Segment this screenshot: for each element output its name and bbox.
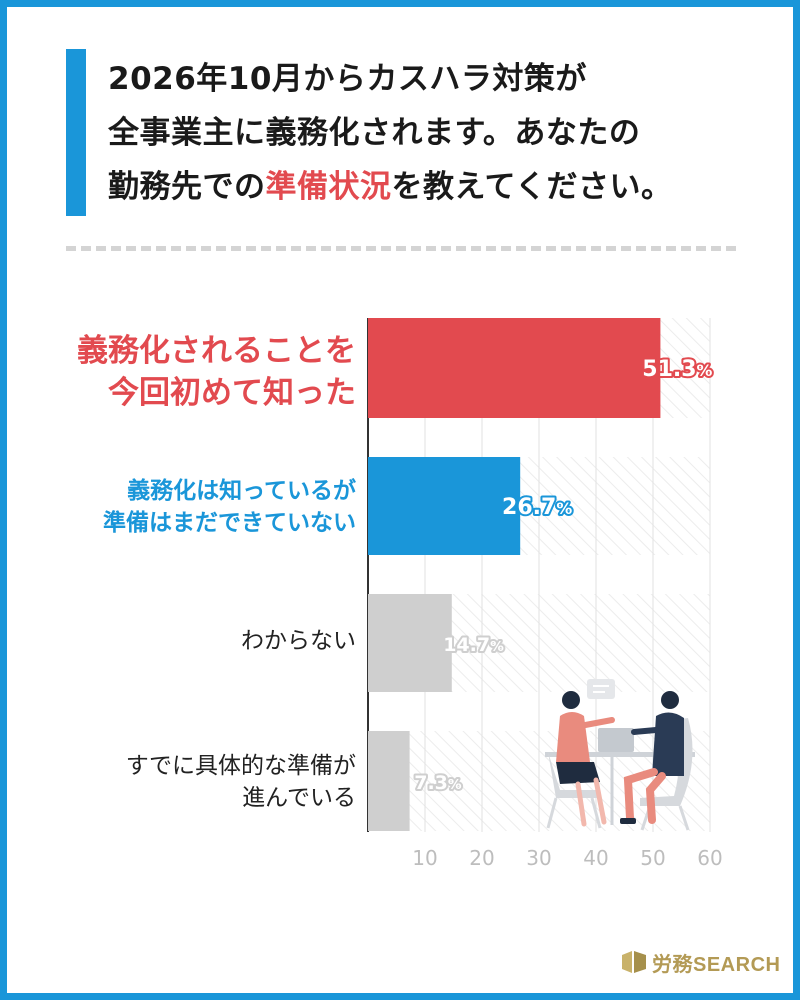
title-line-3: 勤務先での準備状況を教えてください。 xyxy=(108,160,768,214)
laptop-shape xyxy=(598,728,634,752)
man-head-shape xyxy=(661,691,679,709)
x-tick-label-2: 30 xyxy=(526,846,551,870)
category-label-1-line-1: 義務化は知っているが xyxy=(127,478,356,504)
x-tick-label-5: 60 xyxy=(697,846,722,870)
value-label-1: 26.7% xyxy=(502,495,572,520)
x-tick-label-1: 20 xyxy=(469,846,494,870)
title-highlight: 準備状況 xyxy=(265,169,392,205)
value-label-0: 51.3% xyxy=(642,357,712,382)
x-tick-label-4: 50 xyxy=(640,846,665,870)
category-label-1-line-2: 準備はまだできていない xyxy=(103,510,356,536)
category-label-0-line-2: 今回初めて知った xyxy=(108,375,356,411)
bar-3 xyxy=(368,731,410,831)
woman-head-shape xyxy=(562,691,580,709)
x-tick-label-3: 40 xyxy=(583,846,608,870)
value-label-3: 7.3% xyxy=(414,772,462,794)
logo-book-icon xyxy=(622,951,646,973)
table-top-shape xyxy=(545,752,695,757)
meeting-illustration xyxy=(545,679,695,831)
chart-title: 2026年10月からカスハラ対策が 全事業主に義務化されます。あなたの 勤務先で… xyxy=(108,52,768,214)
man-torso-shape xyxy=(652,712,684,776)
logo: 労務SEARCH xyxy=(622,948,780,976)
bar-1 xyxy=(368,457,521,555)
woman-torso-shape xyxy=(556,712,590,762)
bar-0 xyxy=(368,318,661,418)
category-label-3: すでに具体的な準備が 進んでいる xyxy=(126,750,356,814)
logo-latin: SEARCH xyxy=(693,953,781,976)
category-label-1: 義務化は知っているが 準備はまだできていない xyxy=(103,475,356,539)
title-line-3-post: を教えてください。 xyxy=(391,169,673,205)
category-label-2: わからない xyxy=(241,625,356,657)
title-line-3-pre: 勤務先での xyxy=(108,169,266,205)
title-line-1: 2026年10月からカスハラ対策が xyxy=(108,61,587,97)
logo-text: 労務SEARCH xyxy=(652,948,780,977)
x-tick-label-0: 10 xyxy=(412,846,437,870)
category-label-2-line-1: わからない xyxy=(241,628,356,654)
title-line-2: 全事業主に義務化されます。あなたの xyxy=(108,115,641,151)
title-accent-bar xyxy=(66,49,86,216)
dashed-divider xyxy=(66,246,736,251)
logo-kanji: 労務 xyxy=(652,953,693,976)
value-label-2: 14.7% xyxy=(443,634,504,656)
bar-2 xyxy=(368,594,452,692)
category-label-0: 義務化されることを 今回初めて知った xyxy=(77,330,356,414)
category-label-3-line-1: すでに具体的な準備が xyxy=(125,753,356,779)
category-label-0-line-1: 義務化されることを xyxy=(77,333,356,369)
speech-bubble-icon xyxy=(587,679,615,699)
category-label-3-line-2: 進んでいる xyxy=(242,785,356,811)
